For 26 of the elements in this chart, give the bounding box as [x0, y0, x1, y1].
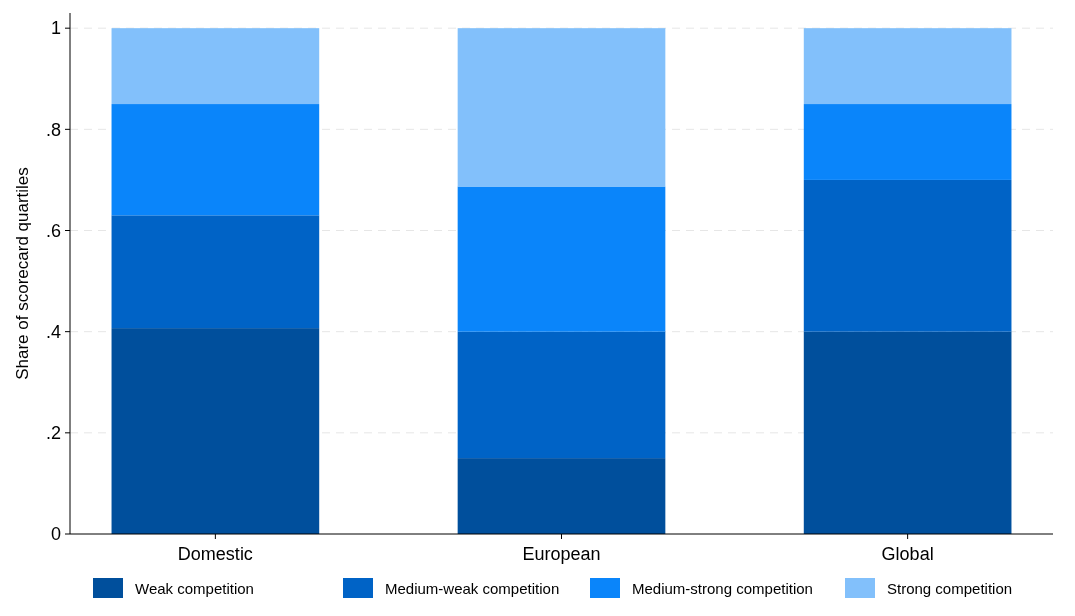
- bar: [803, 104, 1012, 180]
- y-tick-label: .8: [45, 119, 61, 140]
- bar: [111, 28, 320, 105]
- legend-label: Weak competition: [135, 580, 254, 597]
- bar: [457, 28, 666, 187]
- legend-label: Strong competition: [887, 580, 1013, 597]
- x-tick-label: European: [522, 544, 601, 564]
- y-tick-label: .6: [45, 220, 61, 241]
- legend-label: Medium-strong competition: [632, 580, 813, 597]
- y-tick-label: 0: [50, 524, 61, 545]
- bar: [457, 458, 666, 534]
- bar: [803, 179, 1012, 332]
- bar: [111, 104, 320, 216]
- bar: [111, 215, 320, 329]
- y-tick-label: .4: [45, 321, 61, 342]
- y-tick-label: .2: [45, 423, 61, 444]
- y-axis-title: Share of scorecard quartiles: [13, 167, 32, 380]
- bar: [803, 28, 1012, 105]
- legend-label: Medium-weak competition: [385, 580, 560, 597]
- y-tick-label: 1: [50, 18, 61, 39]
- bar: [111, 328, 320, 534]
- bar: [457, 186, 666, 332]
- x-tick-label: Domestic: [177, 544, 253, 564]
- x-tick-label: Global: [881, 544, 934, 564]
- bar: [457, 331, 666, 459]
- bar: [803, 331, 1012, 534]
